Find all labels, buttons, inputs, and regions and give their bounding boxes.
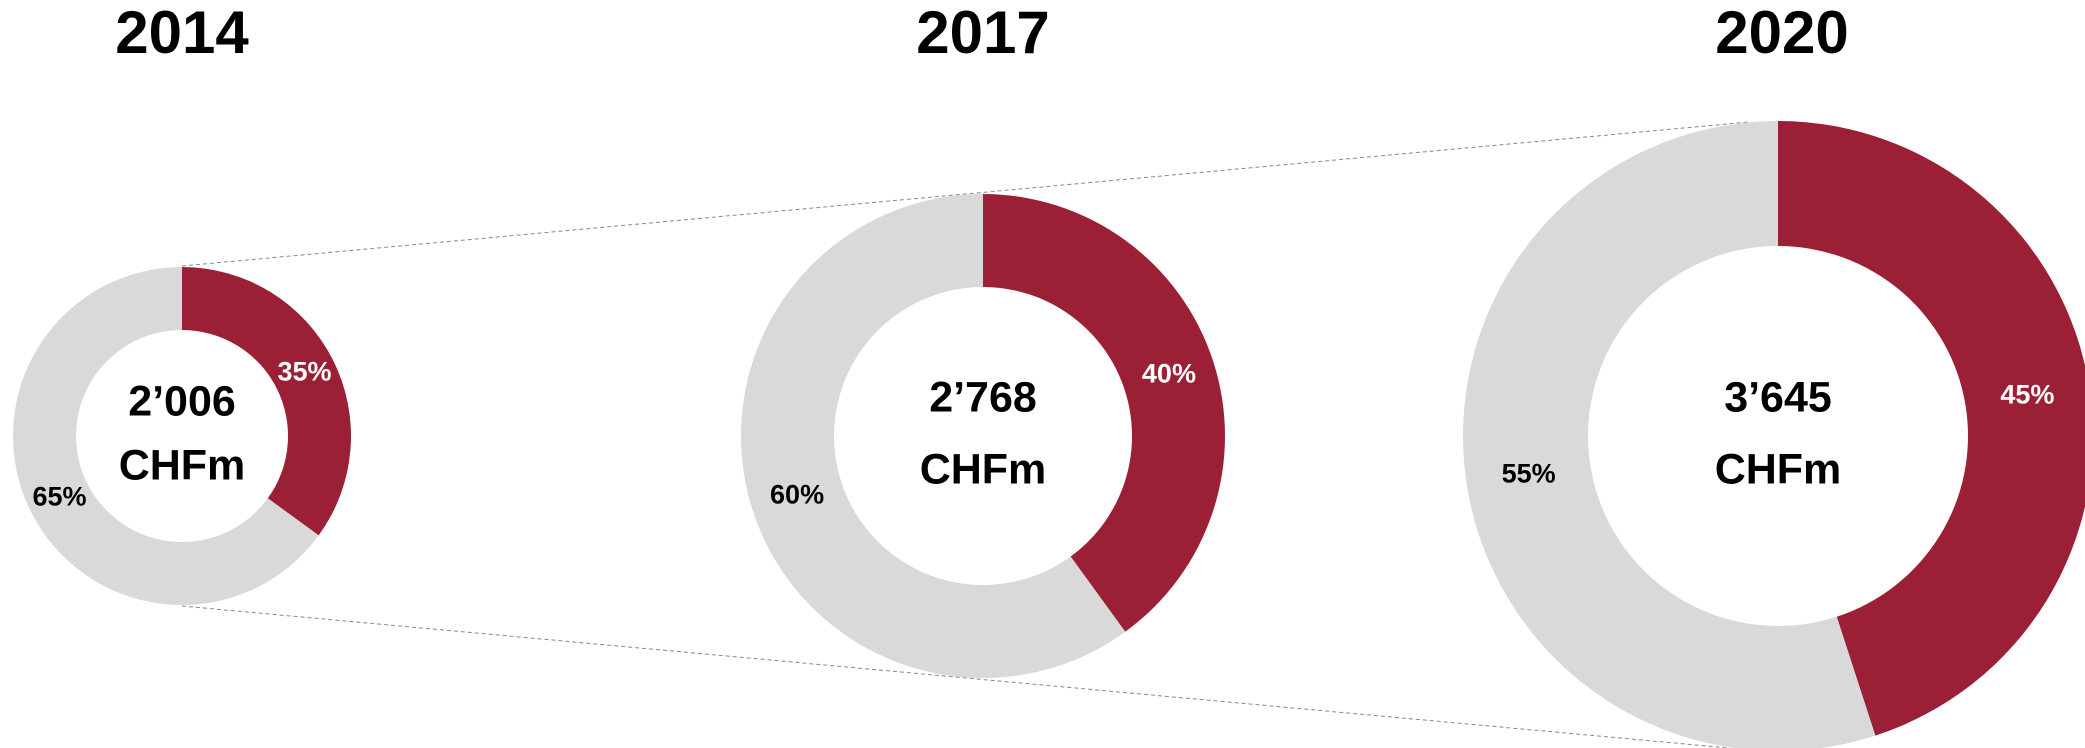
chart-title: 2017: [916, 0, 1049, 66]
data-label: 60%: [770, 480, 824, 510]
donut-segment: [1463, 121, 1876, 748]
donut-segment: [1778, 121, 2085, 736]
donut-segment: [12, 267, 319, 605]
center-label: CHFm: [119, 441, 246, 489]
donut-segment: [182, 267, 351, 536]
chart-title: 2020: [1715, 0, 1848, 66]
center-label: 3’645: [1724, 373, 1832, 421]
data-label: 45%: [2000, 380, 2054, 410]
data-label: 35%: [277, 357, 331, 387]
center-label: 2’006: [128, 377, 236, 425]
connector-top: [181, 121, 1750, 267]
data-label: 40%: [1142, 359, 1196, 389]
donut-segment: [983, 194, 1225, 632]
center-label: 2’768: [929, 373, 1037, 421]
data-label: 65%: [32, 482, 86, 512]
chart-title: 2014: [115, 0, 249, 66]
center-label: CHFm: [920, 445, 1047, 493]
center-label: CHFm: [1715, 445, 1842, 493]
donut-segment: [740, 194, 1126, 678]
data-label: 55%: [1502, 459, 1556, 489]
